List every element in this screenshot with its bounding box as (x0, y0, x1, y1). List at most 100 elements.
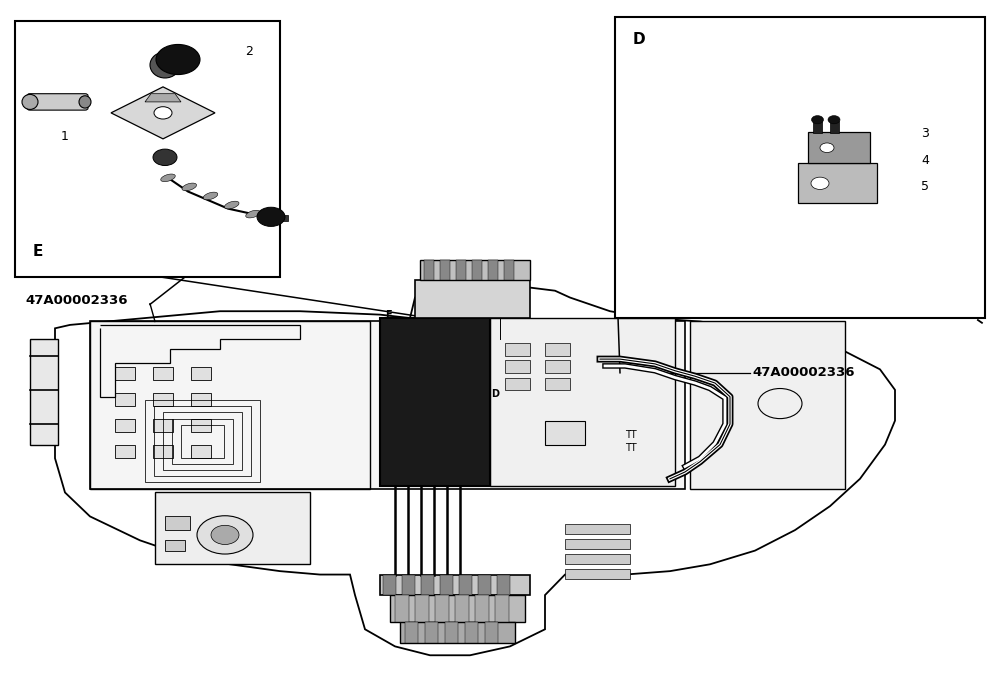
Circle shape (811, 116, 823, 124)
Circle shape (811, 177, 829, 189)
Bar (191, 445, 211, 458)
Bar (497, 575, 510, 595)
Bar (15, 21, 280, 277)
Ellipse shape (161, 174, 175, 182)
Text: TT: TT (625, 430, 637, 440)
Bar (565, 554, 630, 564)
Bar (191, 393, 211, 406)
FancyBboxPatch shape (808, 132, 870, 163)
Bar (415, 280, 530, 318)
Bar (505, 378, 530, 390)
Bar (30, 339, 58, 445)
Bar (455, 595, 469, 622)
Bar (380, 575, 530, 595)
Bar (90, 321, 370, 489)
Bar (445, 622, 458, 643)
Bar (263, 215, 288, 221)
Bar (153, 367, 173, 380)
Bar (402, 575, 415, 595)
Ellipse shape (203, 192, 218, 200)
Bar (390, 595, 525, 622)
Bar (465, 622, 478, 643)
Bar (165, 540, 185, 551)
Bar (505, 360, 530, 373)
Bar (405, 622, 418, 643)
Bar (495, 595, 509, 622)
Text: 47A00002336: 47A00002336 (752, 366, 854, 380)
Bar (456, 260, 466, 280)
Bar (425, 622, 438, 643)
Circle shape (197, 516, 253, 554)
Text: 3: 3 (921, 127, 929, 140)
Text: 1: 1 (61, 130, 69, 143)
Bar (153, 445, 173, 458)
Bar (395, 595, 409, 622)
Bar (393, 331, 431, 337)
Bar (191, 367, 211, 380)
Bar (813, 121, 822, 133)
Ellipse shape (79, 96, 91, 108)
Bar (488, 260, 498, 280)
Bar (690, 321, 845, 489)
Bar (115, 419, 135, 432)
Bar (154, 406, 251, 476)
Bar (545, 360, 570, 373)
Circle shape (828, 116, 840, 124)
Ellipse shape (224, 201, 239, 209)
Circle shape (211, 525, 239, 544)
Text: 4: 4 (921, 154, 929, 168)
Bar (420, 260, 530, 280)
Bar (459, 575, 472, 595)
Bar (400, 622, 515, 643)
Bar (565, 569, 630, 579)
Text: D: D (633, 32, 646, 47)
Bar (163, 412, 242, 470)
Bar (145, 400, 260, 482)
Bar (435, 595, 449, 622)
Ellipse shape (182, 183, 197, 191)
Bar (393, 339, 431, 345)
Bar (505, 343, 530, 356)
Bar (615, 17, 985, 318)
Bar (415, 595, 429, 622)
Circle shape (153, 149, 177, 166)
Bar (565, 524, 630, 534)
Text: TT: TT (625, 443, 637, 453)
Bar (181, 425, 224, 458)
Text: D: D (491, 389, 499, 399)
Text: E: E (385, 310, 392, 320)
Bar (545, 378, 570, 390)
Bar (172, 419, 233, 464)
Bar (393, 323, 431, 328)
Bar (545, 421, 585, 445)
Bar (472, 260, 482, 280)
Bar (440, 575, 453, 595)
FancyBboxPatch shape (798, 163, 877, 203)
Circle shape (257, 207, 285, 226)
Bar (153, 419, 173, 432)
Text: 2: 2 (245, 44, 253, 58)
Bar (383, 575, 396, 595)
Polygon shape (145, 94, 181, 102)
Bar (115, 393, 135, 406)
Circle shape (156, 44, 200, 75)
Bar (115, 367, 135, 380)
Bar (485, 622, 498, 643)
Bar (545, 343, 570, 356)
Polygon shape (55, 284, 895, 655)
Bar (504, 260, 514, 280)
Bar (90, 321, 685, 489)
Bar (380, 318, 490, 486)
Bar (115, 445, 135, 458)
Bar (475, 595, 489, 622)
Circle shape (154, 107, 172, 119)
FancyBboxPatch shape (27, 94, 88, 110)
Ellipse shape (246, 210, 260, 218)
Bar (191, 419, 211, 432)
Ellipse shape (22, 94, 38, 109)
Bar (490, 318, 675, 486)
Bar (165, 516, 190, 530)
Bar (478, 575, 491, 595)
Bar (153, 393, 173, 406)
Bar (565, 539, 630, 549)
